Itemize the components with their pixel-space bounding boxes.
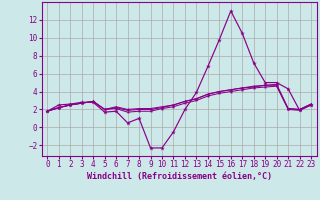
X-axis label: Windchill (Refroidissement éolien,°C): Windchill (Refroidissement éolien,°C) xyxy=(87,172,272,181)
